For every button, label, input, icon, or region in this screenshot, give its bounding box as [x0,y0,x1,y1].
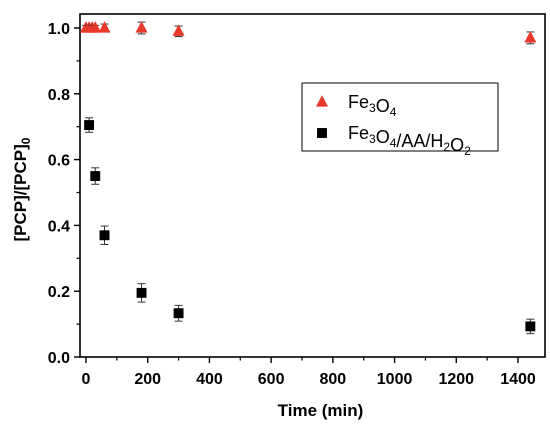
y-tick-label: 0.6 [48,153,70,170]
y-tick-label: 0.0 [48,350,70,367]
legend-label: Fe3O4 [348,92,397,119]
x-tick-label: 800 [320,371,347,388]
plot-border [79,13,546,358]
x-tick-label: 200 [134,371,161,388]
y-axis-title: [PCP]/[PCP]0 [11,137,33,241]
data-point [98,21,111,33]
data-point [173,308,184,319]
axis-ticks: 0 200 400 600 800 1000 1200 1400 0.0 0.2 0.4 0.6 0.8… [48,21,536,388]
x-tick-label: 1200 [438,371,474,388]
legend-marker [317,128,327,138]
legend: Fe3O4 Fe3O4/AA/H2O2 [301,82,499,158]
data-points [79,21,537,335]
data-point [90,171,101,181]
x-tick-label: 0 [82,371,91,388]
legend-box [301,82,499,152]
y-tick-label: 0.8 [48,87,70,104]
y-tick-label: 0.4 [48,218,70,235]
data-point [525,321,536,332]
plot-frame [79,13,546,358]
legend-marker [315,95,329,107]
data-point [524,31,537,43]
series-2 [84,117,536,335]
data-point [89,21,102,33]
x-tick-label: 600 [258,371,285,388]
y-tick-label: 0.2 [48,284,70,301]
data-point [99,230,110,241]
legend-item: Fe3O4/AA/H2O2 [317,123,471,158]
data-point [172,24,185,36]
y-tick-label: 1.0 [48,21,70,38]
legend-label: Fe3O4/AA/H2O2 [348,123,471,158]
data-point [136,287,147,298]
data-point [84,120,95,131]
series-1 [79,21,537,45]
data-point [135,21,148,33]
y-axis-title-text: [PCP]/[PCP]0 [11,137,33,241]
x-tick-label: 1000 [377,371,413,388]
x-tick-label: 1400 [500,371,536,388]
legend-item: Fe3O4 [315,92,397,119]
x-axis-title: Time (min) [278,401,364,420]
x-tick-label: 400 [196,371,223,388]
